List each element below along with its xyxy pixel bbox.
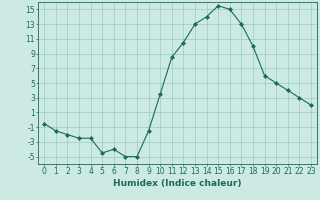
X-axis label: Humidex (Indice chaleur): Humidex (Indice chaleur) — [113, 179, 242, 188]
